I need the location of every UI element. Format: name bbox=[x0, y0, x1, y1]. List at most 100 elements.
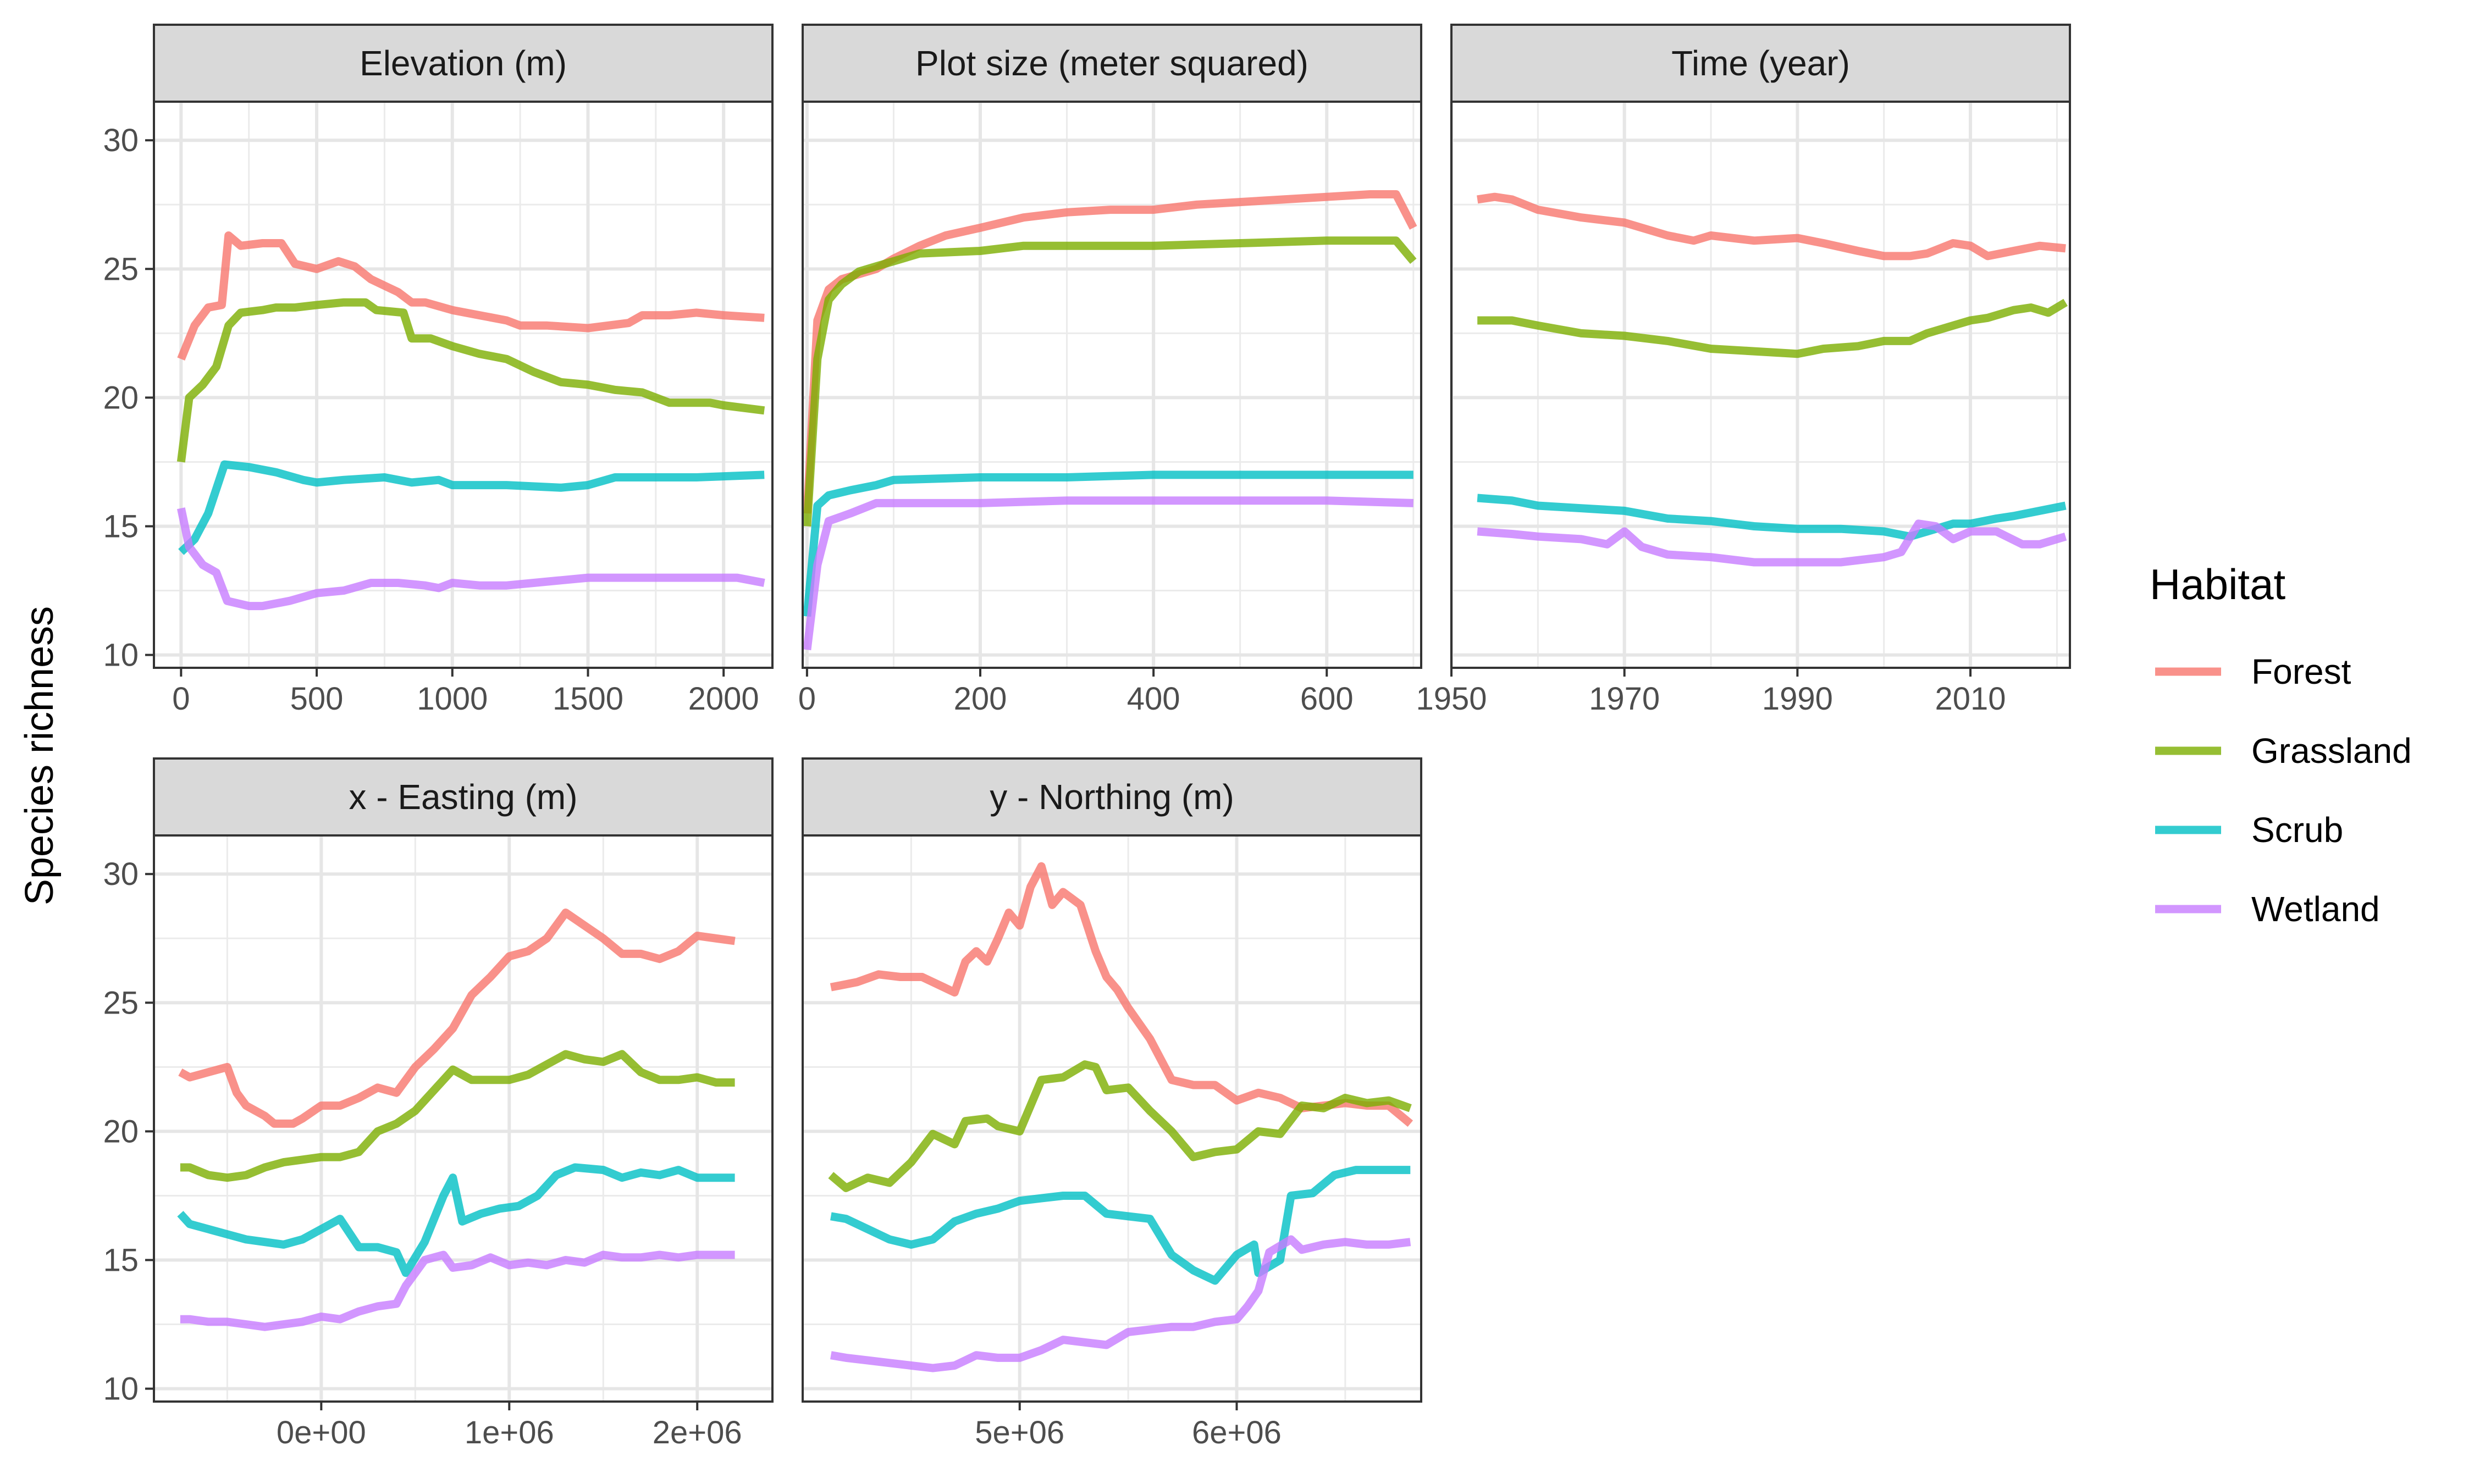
series-line-grassland bbox=[1477, 298, 2068, 358]
series-line-wetland bbox=[803, 496, 1414, 651]
x-axis: 0e+00 1e+06 2e+06 bbox=[277, 1402, 742, 1450]
x-tick-label: 6e+06 bbox=[1192, 1415, 1282, 1450]
series-line-wetland bbox=[830, 1235, 1411, 1372]
legend-item-scrub: Scrub bbox=[2155, 810, 2343, 850]
legend-label: Forest bbox=[2251, 652, 2351, 691]
panel-strip bbox=[802, 757, 1422, 837]
series-lines bbox=[177, 909, 736, 1331]
x-tick-label: 1000 bbox=[417, 681, 488, 717]
x-tick-label: 1950 bbox=[1416, 681, 1487, 717]
panel-border bbox=[153, 834, 774, 1403]
y-axis: 10 15 20 25 30 bbox=[103, 123, 154, 673]
panel-x-easting-m: x - Easting (m) 0e+00 1e+06 2e+06 10 15 20 25 30 bbox=[103, 757, 774, 1450]
x-axis: 1950 1970 1990 2010 bbox=[1416, 668, 2006, 717]
x-tick-label: 0 bbox=[798, 681, 816, 717]
panel-title: Elevation (m) bbox=[360, 43, 567, 83]
legend-title: Habitat bbox=[2150, 560, 2285, 608]
y-tick-label: 20 bbox=[103, 380, 139, 416]
gridlines bbox=[1450, 102, 2070, 668]
legend-item-forest: Forest bbox=[2155, 652, 2351, 691]
gridlines bbox=[154, 102, 772, 668]
legend-label: Scrub bbox=[2251, 810, 2343, 850]
x-tick-label: 5e+06 bbox=[975, 1415, 1064, 1450]
panel-strip bbox=[1450, 24, 2071, 103]
series-line-grassland bbox=[176, 298, 765, 463]
x-tick-label: 200 bbox=[954, 681, 1007, 717]
plot-area bbox=[803, 835, 1421, 1402]
x-tick-label: 2e+06 bbox=[653, 1415, 742, 1450]
series-line-wetland bbox=[176, 507, 765, 611]
y-tick-label: 10 bbox=[103, 1371, 139, 1407]
plot-area bbox=[154, 102, 772, 668]
panel-title: Plot size (meter squared) bbox=[915, 43, 1308, 83]
x-axis: 0 500 1000 1500 2000 bbox=[172, 668, 759, 717]
y-tick-label: 25 bbox=[103, 251, 139, 287]
y-tick-label: 15 bbox=[103, 1243, 139, 1278]
y-tick-label: 15 bbox=[103, 509, 139, 545]
panel-y-northing-m: y - Northing (m) 5e+06 6e+06 bbox=[802, 757, 1422, 1450]
gridlines bbox=[803, 835, 1421, 1402]
x-tick-label: 500 bbox=[290, 681, 344, 717]
panel-strip bbox=[153, 24, 774, 103]
series-line-scrub bbox=[803, 470, 1413, 617]
series-line-scrub bbox=[178, 460, 765, 555]
x-tick-label: 1990 bbox=[1762, 681, 1833, 717]
series-line-forest bbox=[178, 909, 736, 1128]
y-tick-label: 20 bbox=[103, 1114, 139, 1149]
panel-strip bbox=[153, 757, 774, 837]
legend-label: Wetland bbox=[2251, 889, 2380, 929]
series-line-grassland bbox=[803, 236, 1417, 527]
series-line-scrub bbox=[177, 1163, 735, 1277]
series-line-wetland bbox=[180, 1250, 735, 1331]
legend: Habitat Forest Grassland Scrub Wetland bbox=[2150, 560, 2412, 929]
x-tick-label: 1e+06 bbox=[465, 1415, 554, 1450]
panel-time-year: Time (year) 1950 1970 1990 2010 bbox=[1416, 24, 2071, 717]
series-lines bbox=[1477, 192, 2068, 567]
legend-item-grassland: Grassland bbox=[2155, 731, 2412, 771]
x-tick-label: 400 bbox=[1127, 681, 1180, 717]
legend-item-wetland: Wetland bbox=[2155, 889, 2380, 929]
y-tick-label: 30 bbox=[103, 856, 139, 892]
series-line-grassland bbox=[180, 1050, 735, 1182]
x-tick-label: 2000 bbox=[688, 681, 759, 717]
gridlines bbox=[154, 835, 772, 1402]
plot-area bbox=[1451, 102, 2070, 668]
series-line-scrub bbox=[1477, 494, 2067, 541]
panel-border bbox=[802, 834, 1422, 1403]
series-line-forest bbox=[177, 231, 765, 361]
series-lines bbox=[176, 231, 765, 611]
series-line-forest bbox=[1477, 192, 2066, 261]
series-line-scrub bbox=[830, 1166, 1411, 1285]
x-tick-label: 0 bbox=[172, 681, 190, 717]
x-tick-label: 0e+00 bbox=[277, 1415, 366, 1450]
panel-border bbox=[1450, 101, 2071, 669]
series-lines bbox=[803, 190, 1417, 651]
y-tick-label: 10 bbox=[103, 638, 139, 673]
x-axis: 0 200 400 600 bbox=[798, 668, 1354, 717]
panels: Elevation (m)0 500 1000 1500 20001015202530P… bbox=[103, 24, 2071, 1450]
x-tick-label: 1970 bbox=[1589, 681, 1660, 717]
panel-strip bbox=[802, 24, 1422, 103]
panel-border bbox=[802, 101, 1422, 669]
y-axis-title: Species richness bbox=[18, 606, 62, 905]
panel-plot-size-meter-squared: Plot size (meter squared) 0 200 400 600 bbox=[798, 24, 1422, 717]
plot-area bbox=[154, 835, 772, 1402]
panel-title: y - Northing (m) bbox=[990, 777, 1234, 817]
x-tick-label: 1500 bbox=[553, 681, 623, 717]
x-axis: 5e+06 6e+06 bbox=[975, 1402, 1282, 1450]
series-line-wetland bbox=[1477, 519, 2067, 567]
panel-title: Time (year) bbox=[1671, 43, 1850, 83]
y-tick-label: 25 bbox=[103, 985, 139, 1021]
y-axis: 10 15 20 25 30 bbox=[103, 856, 154, 1407]
y-tick-label: 30 bbox=[103, 123, 139, 158]
panel-title: x - Easting (m) bbox=[349, 777, 577, 817]
x-tick-label: 2010 bbox=[1935, 681, 2006, 717]
series-line-grassland bbox=[828, 1060, 1412, 1192]
legend-label: Grassland bbox=[2251, 731, 2412, 771]
series-line-forest bbox=[830, 862, 1413, 1127]
panel-elevation-m: Elevation (m) 0 500 1000 1500 2000 10 15 20 25 30 bbox=[103, 24, 774, 717]
panel-border bbox=[153, 101, 774, 669]
series-lines bbox=[828, 862, 1413, 1372]
x-tick-label: 600 bbox=[1300, 681, 1354, 717]
